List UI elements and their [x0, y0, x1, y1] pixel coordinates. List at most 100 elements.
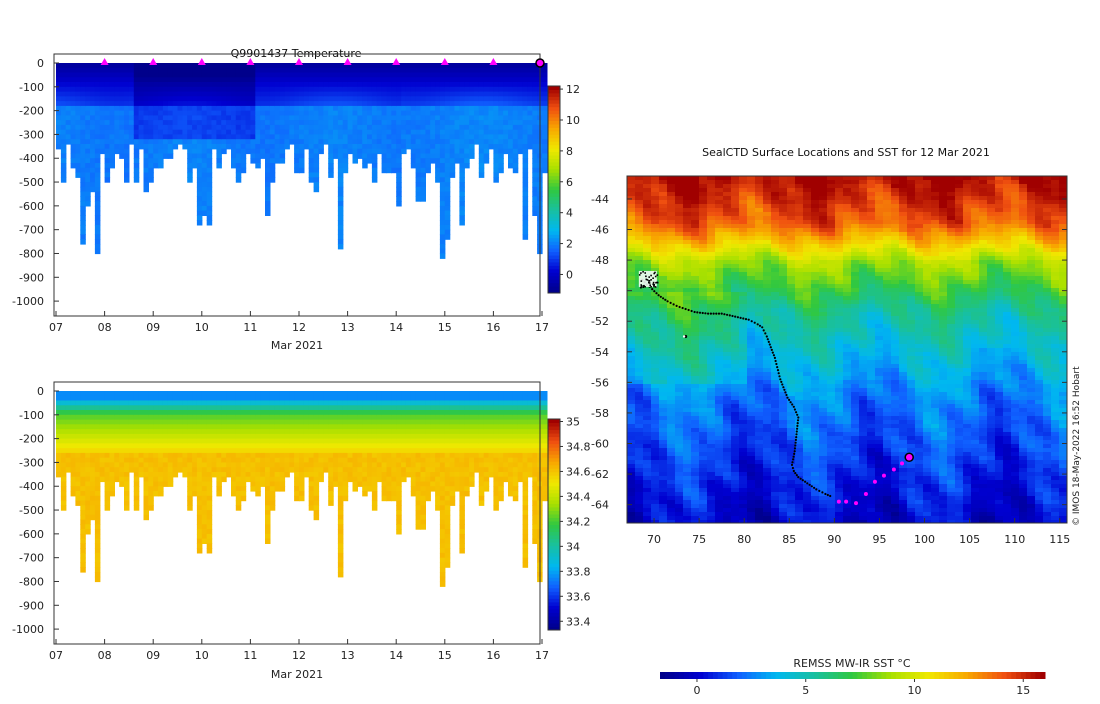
temperature-profile	[391, 63, 397, 173]
salinity-xtick-label: 13	[341, 649, 355, 662]
salinity-xtick-label: 14	[389, 649, 403, 662]
salinity-profile	[158, 391, 164, 496]
salinity-profile	[61, 391, 67, 511]
temperature-colorbar-tick-label: 10	[566, 114, 580, 127]
map-ytick-label: -50	[591, 285, 609, 298]
salinity-colorbar-tick-label: 34.8	[566, 440, 591, 453]
temperature-profile	[207, 63, 213, 226]
salinity-profile	[212, 391, 218, 477]
salinity-profile	[493, 391, 499, 511]
temperature-profile	[498, 63, 504, 173]
salinity-profile	[114, 391, 120, 482]
salinity-profile	[450, 391, 456, 506]
temperature-profile	[493, 63, 499, 183]
salinity-profile	[56, 391, 62, 477]
salinity-profile	[391, 391, 397, 501]
track-point	[790, 401, 792, 403]
temperature-profile	[372, 63, 378, 183]
temperature-profile	[318, 63, 324, 154]
track-point	[780, 381, 782, 383]
salinity-profile	[430, 391, 436, 492]
salinity-profile	[484, 391, 490, 492]
salinity-xtick-label: 17	[535, 649, 549, 662]
temperature-profile	[61, 63, 67, 183]
temperature-profile	[178, 63, 184, 145]
salinity-profile	[464, 391, 470, 496]
recent-track-point	[864, 492, 868, 496]
salinity-profile	[333, 391, 339, 487]
salinity-profile	[372, 391, 378, 511]
track-point	[759, 325, 761, 327]
map-ytick-label: -54	[591, 346, 609, 359]
track-point	[793, 456, 795, 458]
surface-marker	[441, 58, 449, 65]
track-point	[774, 357, 776, 359]
temperature-xtick-label: 07	[49, 321, 63, 334]
track-point	[742, 317, 744, 319]
salinity-profile	[66, 391, 72, 473]
temperature-ytick-label: -600	[19, 200, 44, 213]
temperature-colorbar-tick-label: 4	[566, 207, 573, 220]
map-xtick-label: 90	[827, 533, 841, 546]
imos-credit: © IMOS 18-May-2022 16:52 Hobart	[1072, 366, 1082, 526]
track-point	[818, 490, 820, 492]
temperature-profile	[387, 63, 393, 173]
salinity-profile	[455, 391, 461, 492]
recent-track-point	[892, 467, 896, 471]
salinity-profile	[435, 391, 441, 511]
temperature-profile	[523, 63, 529, 240]
temperature-profile	[435, 63, 441, 183]
track-point	[779, 378, 781, 380]
salinity-profile	[134, 391, 140, 511]
temperature-profile	[357, 63, 363, 159]
temperature-profile	[304, 63, 310, 149]
temperature-profile	[309, 63, 315, 183]
salinity-profile	[100, 391, 106, 482]
track-point	[729, 314, 731, 316]
salinity-profile	[527, 391, 533, 477]
salinity-profile	[328, 391, 334, 506]
track-point	[785, 394, 787, 396]
track-point	[694, 311, 696, 313]
map-xtick-label: 100	[914, 533, 935, 546]
salinity-ytick-label: -400	[19, 480, 44, 493]
map-xtick-label: 70	[647, 533, 661, 546]
salinity-ytick-label: -200	[19, 433, 44, 446]
temperature-profile	[348, 63, 354, 154]
salinity-profile	[110, 391, 116, 496]
salinity-profile	[503, 391, 509, 482]
salinity-xtick-label: 15	[438, 649, 452, 662]
track-point	[795, 411, 797, 413]
track-point	[797, 419, 799, 421]
salinity-xlabel: Mar 2021	[271, 668, 323, 681]
salinity-profile	[294, 391, 300, 501]
temperature-profile	[129, 63, 135, 145]
salinity-profile	[246, 391, 252, 482]
map-xtick-label: 75	[692, 533, 706, 546]
salinity-profile	[75, 391, 81, 506]
salinity-ytick-label: -800	[19, 575, 44, 588]
salinity-profile	[304, 391, 310, 477]
salinity-profile	[532, 391, 538, 544]
track-point	[766, 335, 768, 337]
temperature-profile	[153, 63, 159, 168]
salinity-profile	[260, 391, 266, 487]
temperature-xtick-label: 11	[243, 321, 257, 334]
track-point	[794, 408, 796, 410]
salinity-xtick-label: 11	[243, 649, 257, 662]
salinity-xtick-label: 12	[292, 649, 306, 662]
temperature-profile	[114, 63, 120, 154]
track-point	[793, 470, 795, 472]
temperature-xtick-label: 09	[146, 321, 160, 334]
salinity-profile	[353, 391, 359, 492]
temperature-profile	[396, 63, 402, 207]
track-point	[794, 444, 796, 446]
track-point	[813, 487, 815, 489]
temperature-profile	[134, 63, 140, 183]
map-xtick-label: 110	[1004, 533, 1025, 546]
temperature-profile	[367, 63, 373, 164]
salinity-xtick-label: 08	[98, 649, 112, 662]
recent-track-point	[882, 474, 886, 478]
